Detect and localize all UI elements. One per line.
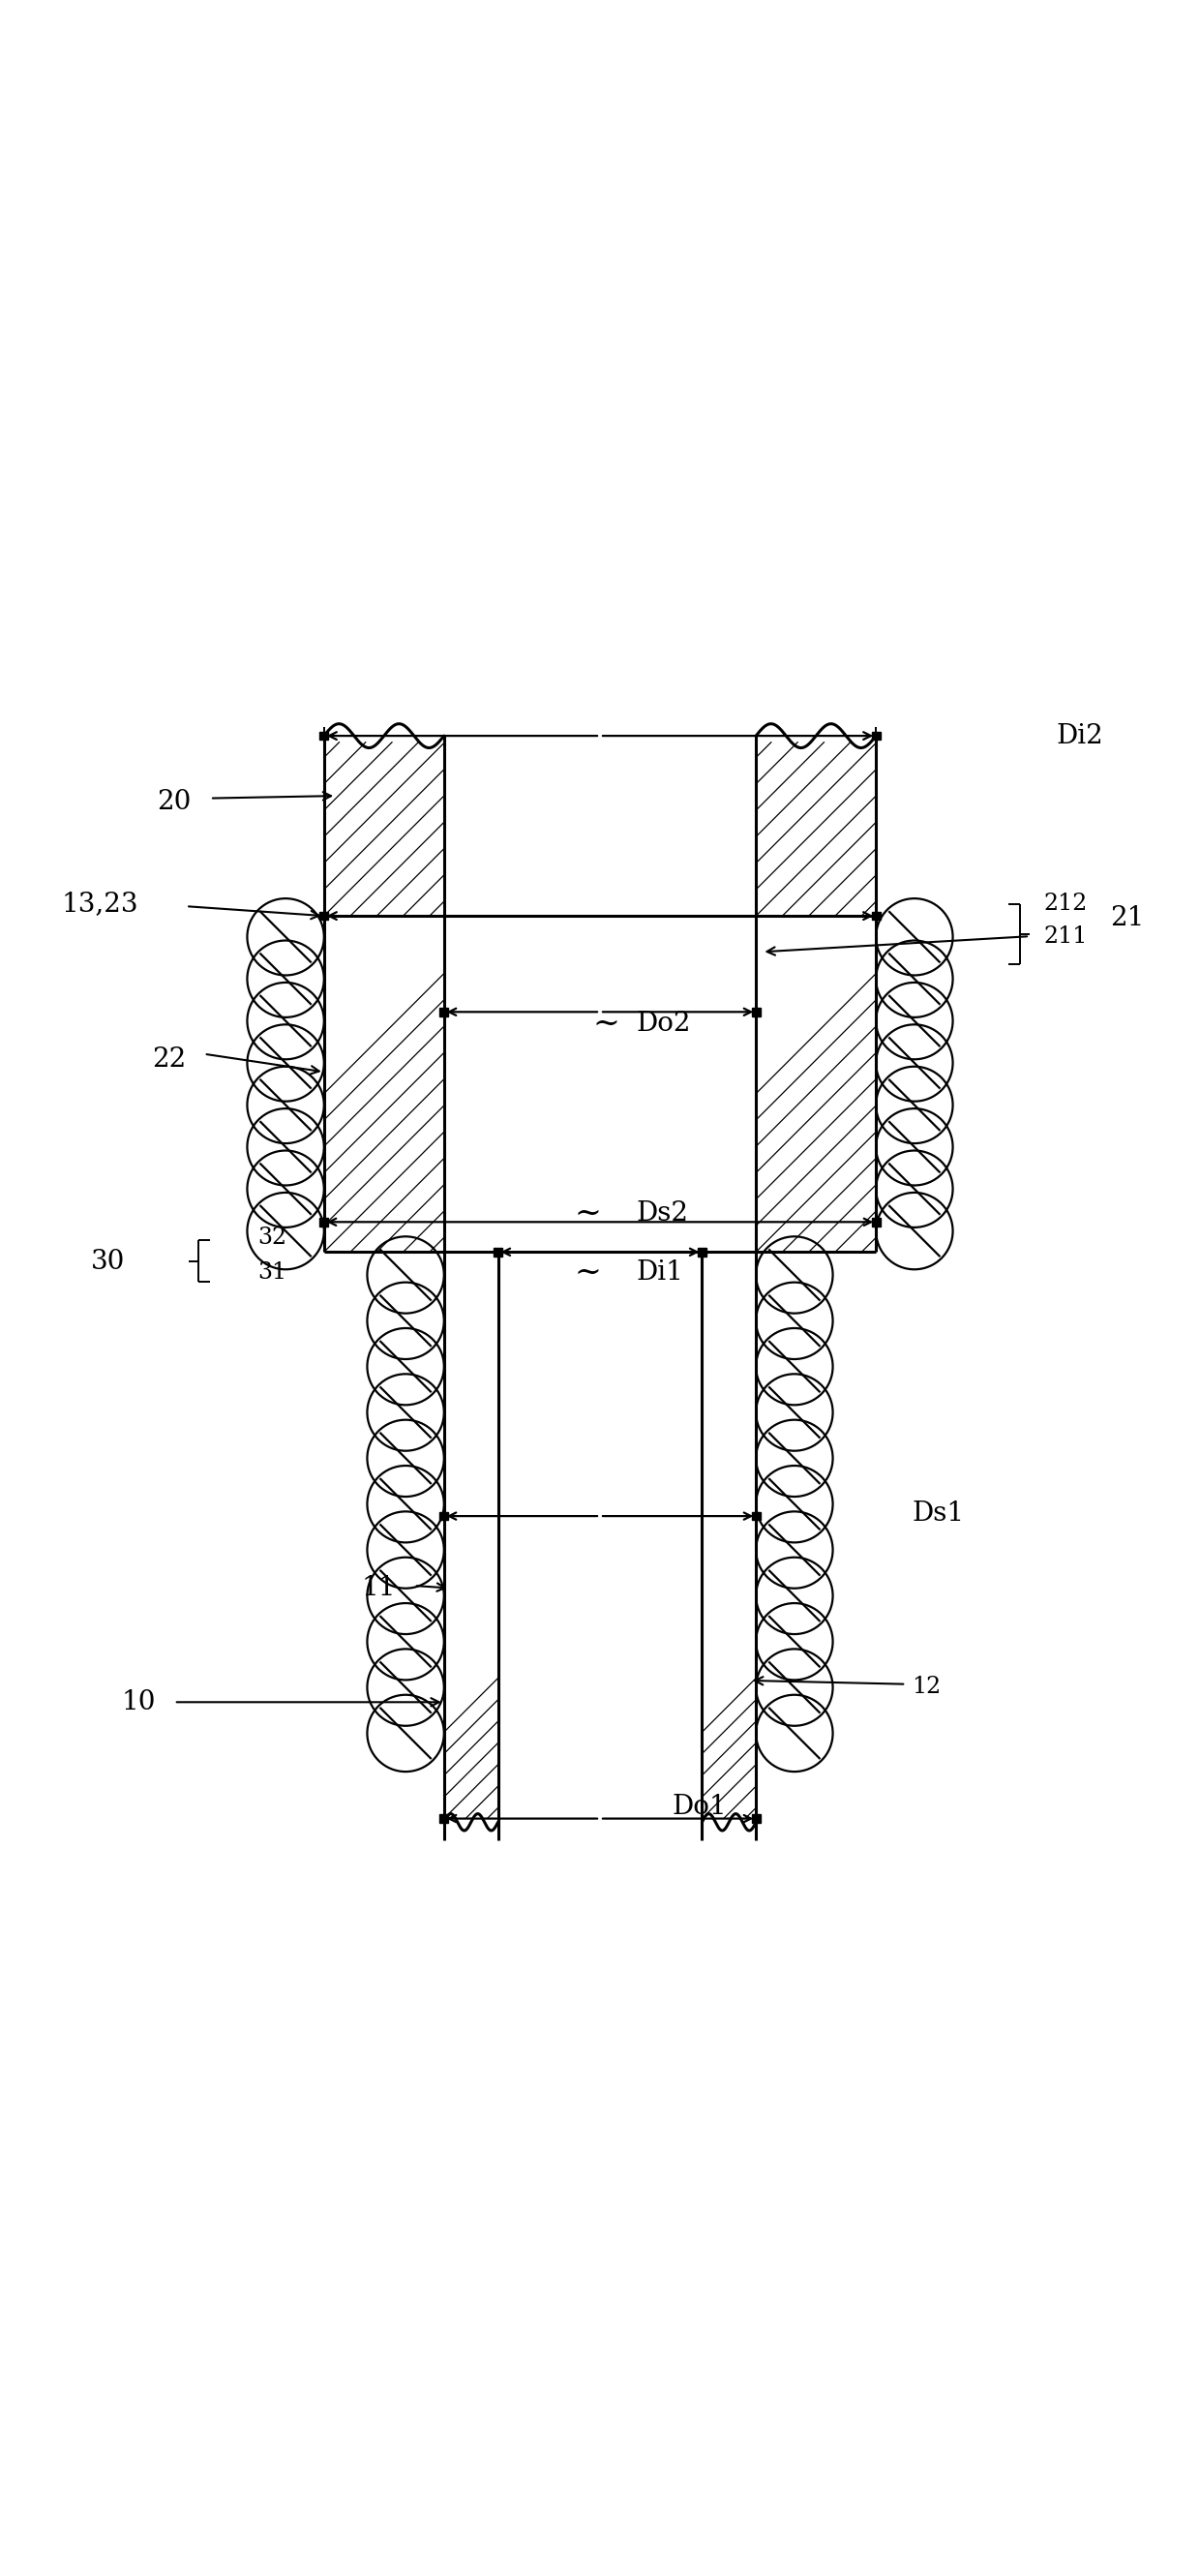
Text: Di1: Di1 [636, 1260, 683, 1285]
Bar [439, 1007, 449, 1015]
Text: 20: 20 [157, 788, 191, 814]
Bar [698, 1247, 706, 1257]
Bar [439, 1512, 449, 1520]
Text: 30: 30 [91, 1249, 125, 1275]
Text: 12: 12 [912, 1674, 941, 1698]
Text: 22: 22 [152, 1046, 186, 1074]
Text: Do2: Do2 [636, 1010, 691, 1038]
Text: 212: 212 [1044, 894, 1088, 914]
Text: 31: 31 [258, 1262, 287, 1283]
Text: 10: 10 [121, 1690, 156, 1716]
Text: 21: 21 [1110, 904, 1145, 933]
Bar [871, 732, 880, 739]
Bar [439, 1814, 449, 1824]
Text: 13,23: 13,23 [61, 891, 138, 917]
Text: ~: ~ [575, 1198, 601, 1229]
Text: 32: 32 [258, 1226, 287, 1249]
Bar [871, 1218, 880, 1226]
Text: Di2: Di2 [1056, 724, 1103, 750]
Text: 11: 11 [361, 1574, 396, 1602]
Text: ~: ~ [575, 1257, 601, 1288]
Bar [319, 732, 329, 739]
Bar [319, 1218, 329, 1226]
Bar [494, 1247, 503, 1257]
Text: Ds2: Ds2 [636, 1200, 689, 1226]
Bar [751, 1007, 761, 1015]
Bar [871, 912, 880, 920]
Text: Do1: Do1 [672, 1793, 727, 1819]
Bar [751, 1814, 761, 1824]
Text: 211: 211 [1044, 925, 1088, 948]
Text: ~: ~ [593, 1007, 619, 1038]
Bar [751, 1512, 761, 1520]
Bar [319, 912, 329, 920]
Text: Ds1: Ds1 [912, 1502, 965, 1528]
